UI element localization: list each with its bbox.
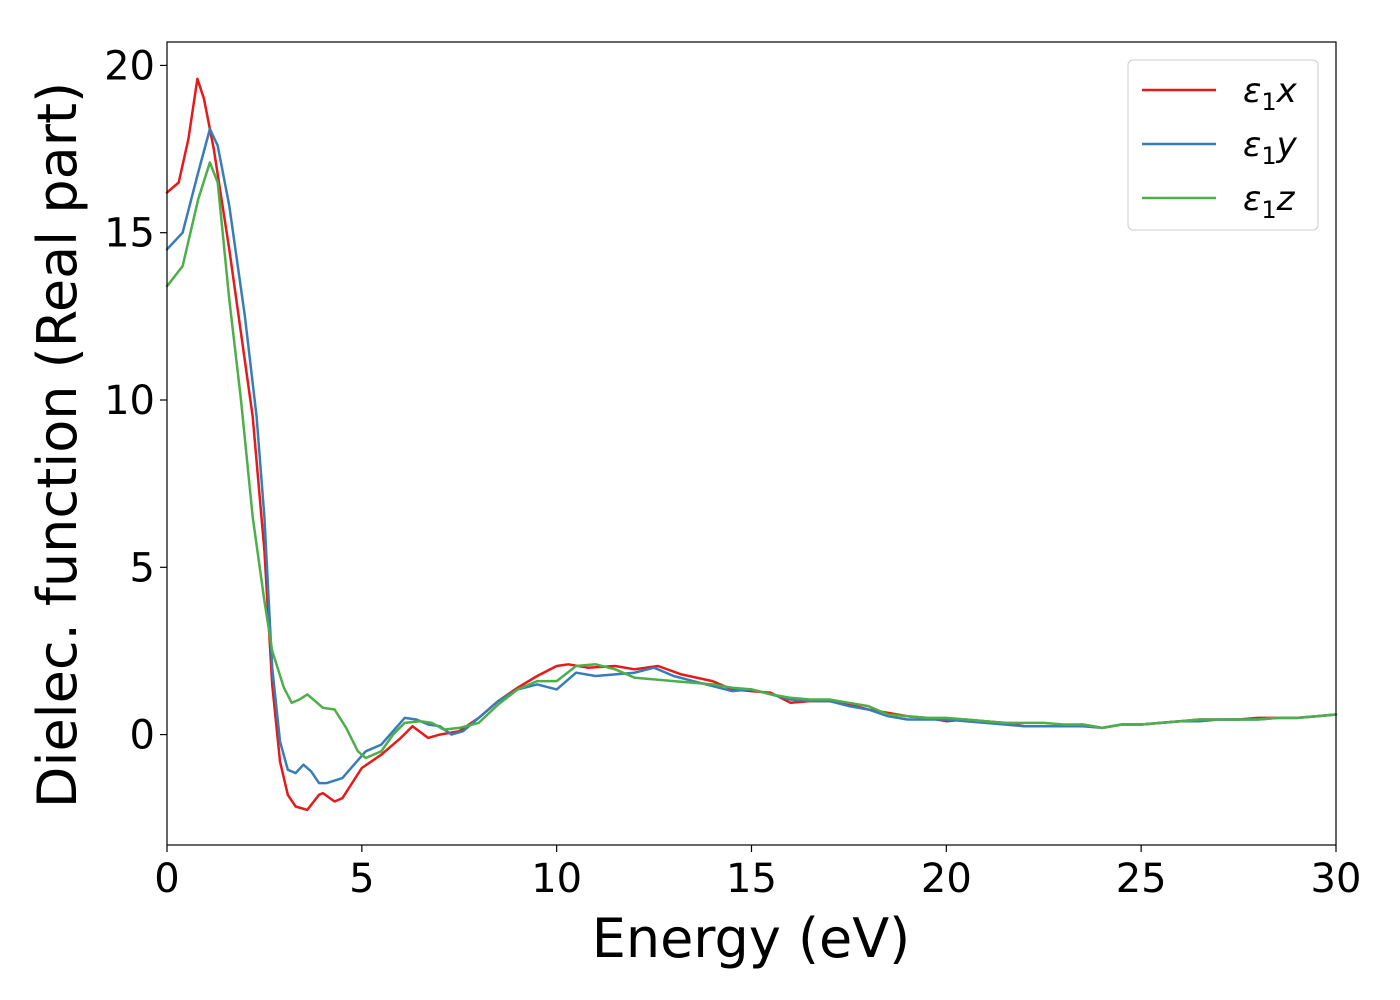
legend-frame bbox=[1127, 59, 1319, 231]
legend-label-1: ε1x bbox=[1243, 71, 1298, 116]
legend: ε1x ε1y ε1z bbox=[1127, 59, 1319, 231]
y-tick-label: 0 bbox=[130, 713, 155, 759]
x-tick-label: 5 bbox=[349, 856, 374, 902]
x-tick-label: 0 bbox=[154, 856, 179, 902]
y-axis-label: Dielec. function (Real part) bbox=[26, 82, 89, 808]
x-axis-label: Energy (eV) bbox=[592, 907, 911, 970]
x-tick-label: 25 bbox=[1116, 856, 1167, 902]
x-tick-label: 30 bbox=[1311, 856, 1362, 902]
y-axis-ticks: 0 5 10 15 20 bbox=[104, 43, 167, 759]
y-tick-label: 5 bbox=[130, 545, 155, 591]
x-tick-label: 10 bbox=[531, 856, 582, 902]
series-line-3 bbox=[165, 161, 1338, 760]
legend-label-2: ε1y bbox=[1243, 125, 1298, 170]
y-tick-label: 20 bbox=[104, 43, 155, 89]
y-tick-label: 15 bbox=[104, 211, 155, 257]
legend-label-3: ε1z bbox=[1243, 179, 1296, 224]
series-layer bbox=[165, 77, 1338, 812]
x-axis-ticks: 0 5 10 15 20 25 30 bbox=[154, 845, 1361, 902]
x-tick-label: 15 bbox=[726, 856, 777, 902]
y-tick-label: 10 bbox=[104, 378, 155, 424]
x-tick-label: 20 bbox=[921, 856, 972, 902]
